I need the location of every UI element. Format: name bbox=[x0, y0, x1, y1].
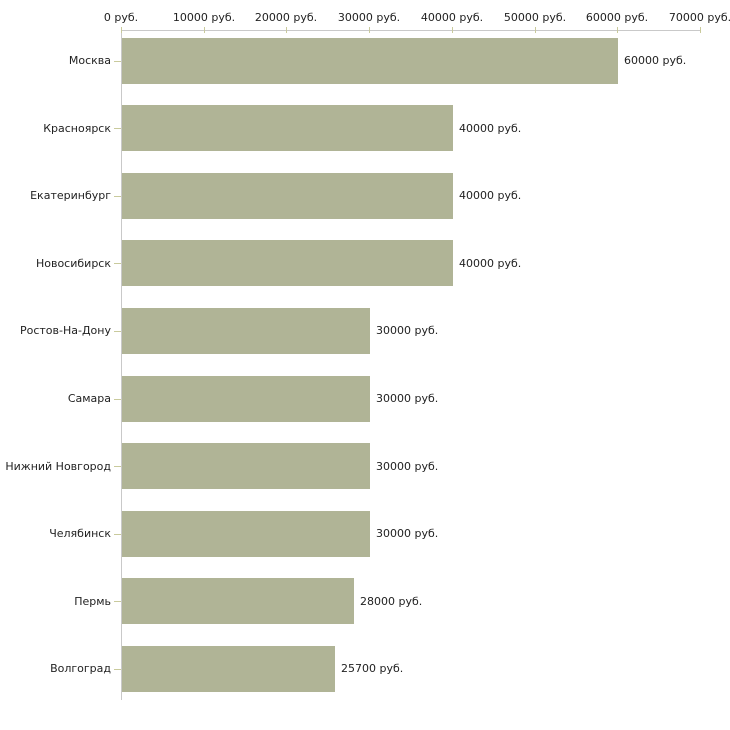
y-axis-tick-mark bbox=[114, 399, 121, 400]
category-label: Челябинск bbox=[49, 527, 111, 540]
bar bbox=[122, 105, 453, 151]
value-label: 40000 руб. bbox=[459, 122, 522, 135]
x-axis-tick-label: 70000 руб. bbox=[668, 11, 730, 24]
category-label: Волгоград bbox=[50, 662, 111, 675]
y-axis-tick-mark bbox=[114, 669, 121, 670]
y-axis-tick-mark bbox=[114, 534, 121, 535]
bar bbox=[122, 240, 453, 286]
x-axis-tick-label: 40000 руб. bbox=[420, 11, 484, 24]
x-axis-tick-mark bbox=[617, 27, 618, 33]
value-label: 30000 руб. bbox=[376, 324, 439, 337]
y-axis-tick-mark bbox=[114, 466, 121, 467]
x-axis-tick-label: 20000 руб. bbox=[254, 11, 318, 24]
category-label: Москва bbox=[68, 54, 111, 67]
x-axis-line bbox=[121, 30, 701, 31]
x-axis-tick-mark bbox=[535, 27, 536, 33]
value-label: 30000 руб. bbox=[376, 460, 439, 473]
category-label: Пермь bbox=[74, 595, 111, 608]
category-label: Нижний Новгород bbox=[5, 460, 111, 473]
x-axis-tick-label: 60000 руб. bbox=[585, 11, 649, 24]
x-axis-tick-mark bbox=[369, 27, 370, 33]
x-axis-tick-mark bbox=[121, 27, 122, 33]
bar bbox=[122, 443, 370, 489]
x-axis-tick-mark bbox=[700, 27, 701, 33]
value-label: 40000 руб. bbox=[459, 257, 522, 270]
x-axis-tick-label: 30000 руб. bbox=[337, 11, 401, 24]
y-axis-tick-mark bbox=[114, 601, 121, 602]
value-label: 28000 руб. bbox=[360, 595, 423, 608]
category-label: Красноярск bbox=[43, 122, 111, 135]
y-axis-tick-mark bbox=[114, 263, 121, 264]
value-label: 30000 руб. bbox=[376, 392, 439, 405]
x-axis-tick-mark bbox=[204, 27, 205, 33]
y-axis-line bbox=[121, 30, 122, 700]
bar bbox=[122, 308, 370, 354]
category-label: Новосибирск bbox=[35, 257, 111, 270]
category-label: Самара bbox=[67, 392, 111, 405]
y-axis-tick-mark bbox=[114, 331, 121, 332]
y-axis-tick-mark bbox=[114, 61, 121, 62]
bar bbox=[122, 511, 370, 557]
bar bbox=[122, 646, 335, 692]
bar bbox=[122, 376, 370, 422]
value-label: 60000 руб. bbox=[624, 54, 687, 67]
x-axis-tick-mark bbox=[452, 27, 453, 33]
x-axis-tick-mark bbox=[286, 27, 287, 33]
value-label: 40000 руб. bbox=[459, 189, 522, 202]
y-axis-tick-mark bbox=[114, 128, 121, 129]
y-axis-tick-mark bbox=[114, 196, 121, 197]
x-axis-tick-label: 50000 руб. bbox=[503, 11, 567, 24]
bar bbox=[122, 173, 453, 219]
x-axis-tick-label: 0 руб. bbox=[103, 11, 139, 24]
value-label: 25700 руб. bbox=[341, 662, 404, 675]
bar bbox=[122, 578, 354, 624]
category-label: Ростов-На-Дону bbox=[19, 324, 111, 337]
x-axis-tick-label: 10000 руб. bbox=[172, 11, 236, 24]
category-label: Екатеринбург bbox=[30, 189, 111, 202]
value-label: 30000 руб. bbox=[376, 527, 439, 540]
bar bbox=[122, 38, 618, 84]
